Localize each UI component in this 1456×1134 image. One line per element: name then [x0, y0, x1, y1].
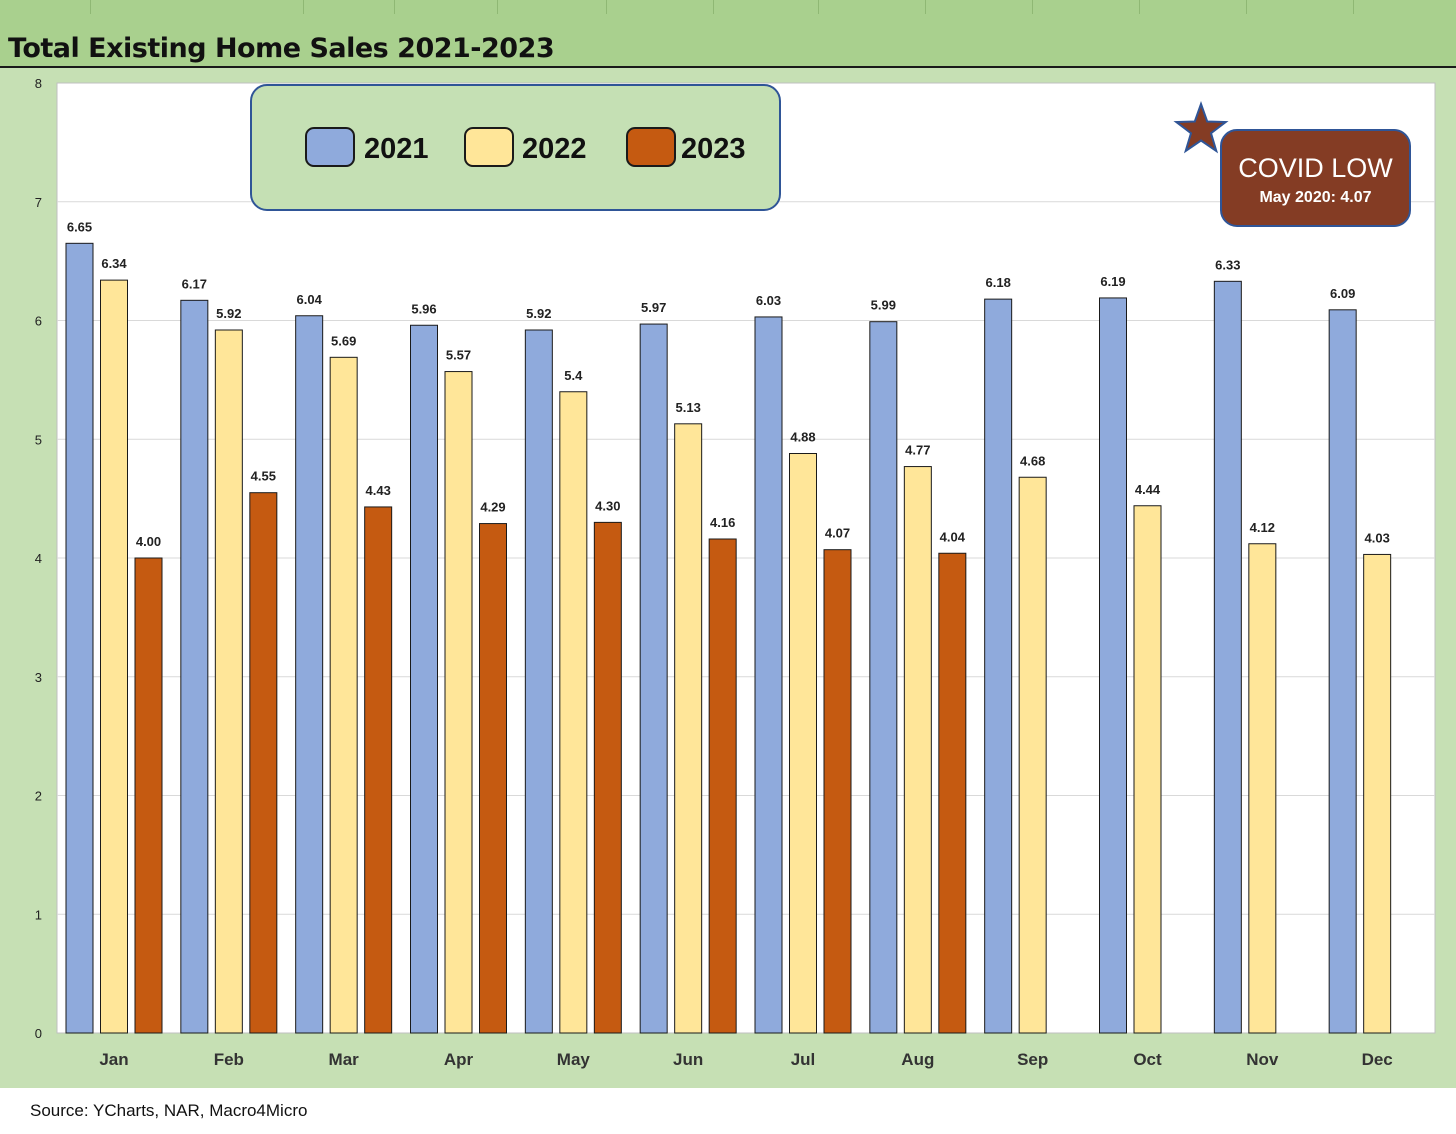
sheet-grid-line — [303, 0, 304, 14]
sheet-grid-line — [818, 0, 819, 14]
sheet-grid-line — [606, 0, 607, 14]
chart-title: Total Existing Home Sales 2021-2023 — [8, 33, 555, 64]
sheet-grid-line — [394, 0, 395, 14]
sheet-grid-line — [925, 0, 926, 14]
chart-frame[interactable] — [0, 68, 1456, 1088]
source-note: Source: YCharts, NAR, Macro4Micro — [30, 1101, 308, 1120]
sheet-grid-line — [713, 0, 714, 14]
sheet-grid-line — [497, 0, 498, 14]
sheet-grid-line — [1353, 0, 1354, 14]
sheet-grid-line — [90, 0, 91, 14]
footer — [0, 1088, 1456, 1134]
sheet-grid-line — [1139, 0, 1140, 14]
sheet-grid-line — [1032, 0, 1033, 14]
sheet-grid-line — [1246, 0, 1247, 14]
title-bar: Total Existing Home Sales 2021-2023 — [0, 0, 1456, 68]
